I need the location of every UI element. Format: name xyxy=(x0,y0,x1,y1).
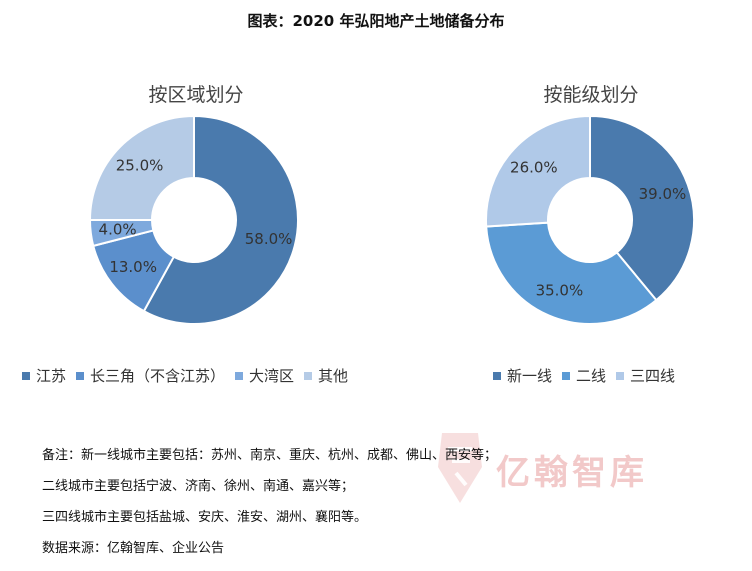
note-line: 三四线城市主要包括盐城、安庆、淮安、湖州、襄阳等。 xyxy=(42,510,368,525)
legend-swatch xyxy=(493,371,501,380)
tier-donut-chart: 39.0% 35.0% 26.0% xyxy=(485,114,695,325)
legend-label: 二线 xyxy=(576,367,607,385)
legend-swatch xyxy=(22,371,30,380)
slice-label: 26.0% xyxy=(510,158,558,176)
legend-label: 其他 xyxy=(318,367,349,385)
legend-item: 二线 xyxy=(562,365,606,386)
slice-label: 58.0% xyxy=(245,230,293,248)
legend-swatch xyxy=(76,371,85,380)
legend-label: 新一线 xyxy=(507,367,553,385)
donut-slice xyxy=(485,221,658,325)
legend-label: 大湾区 xyxy=(249,367,295,385)
watermark: 亿翰智库 xyxy=(420,425,720,505)
region-donut-chart: 58.0% 13.0% 4.0% 25.0% xyxy=(88,114,299,325)
chart-title: 图表：2020 年弘阳地产土地储备分布 xyxy=(247,12,505,30)
watermark-text: 亿翰智库 xyxy=(496,453,648,493)
tier-legend: 新一线 二线 三四线 xyxy=(493,365,675,386)
donut-slice xyxy=(88,114,195,221)
legend-label: 三四线 xyxy=(630,367,676,385)
donut-slice xyxy=(589,114,695,302)
legend-swatch xyxy=(562,371,571,380)
note-line: 备注：新一线城市主要包括：苏州、南京、重庆、杭州、成都、佛山、西安等； xyxy=(42,448,498,463)
legend-item: 其他 xyxy=(304,365,348,386)
slice-label: 25.0% xyxy=(116,157,164,175)
donut-slice xyxy=(142,114,299,325)
source-line: 数据来源：亿翰智库、企业公告 xyxy=(42,541,225,556)
slice-label: 35.0% xyxy=(536,282,584,300)
legend-swatch xyxy=(616,371,625,380)
region-legend: 江苏 长三角（不含江苏） 大湾区 其他 xyxy=(22,365,348,386)
right-chart-subtitle: 按能级划分 xyxy=(543,84,639,106)
notes: 备注：新一线城市主要包括：苏州、南京、重庆、杭州、成都、佛山、西安等； 二线城市… xyxy=(42,440,497,564)
slice-label: 39.0% xyxy=(639,185,687,203)
slice-label: 13.0% xyxy=(109,258,157,276)
legend-swatch xyxy=(235,371,244,380)
slice-label: 4.0% xyxy=(99,221,137,239)
legend-item: 新一线 xyxy=(493,365,552,386)
legend-item: 江苏 xyxy=(22,365,66,386)
legend-label: 江苏 xyxy=(36,367,67,385)
legend-label: 长三角（不含江苏） xyxy=(90,367,226,385)
legend-item: 三四线 xyxy=(616,365,675,386)
legend-item: 大湾区 xyxy=(235,365,294,386)
left-chart-subtitle: 按区域划分 xyxy=(148,84,244,106)
legend-swatch xyxy=(304,371,313,380)
legend-item: 长三角（不含江苏） xyxy=(76,365,225,386)
note-line: 二线城市主要包括宁波、济南、徐州、南通、嘉兴等； xyxy=(42,479,355,494)
watermark-logo-icon xyxy=(438,433,482,503)
donut-slice xyxy=(485,114,591,228)
